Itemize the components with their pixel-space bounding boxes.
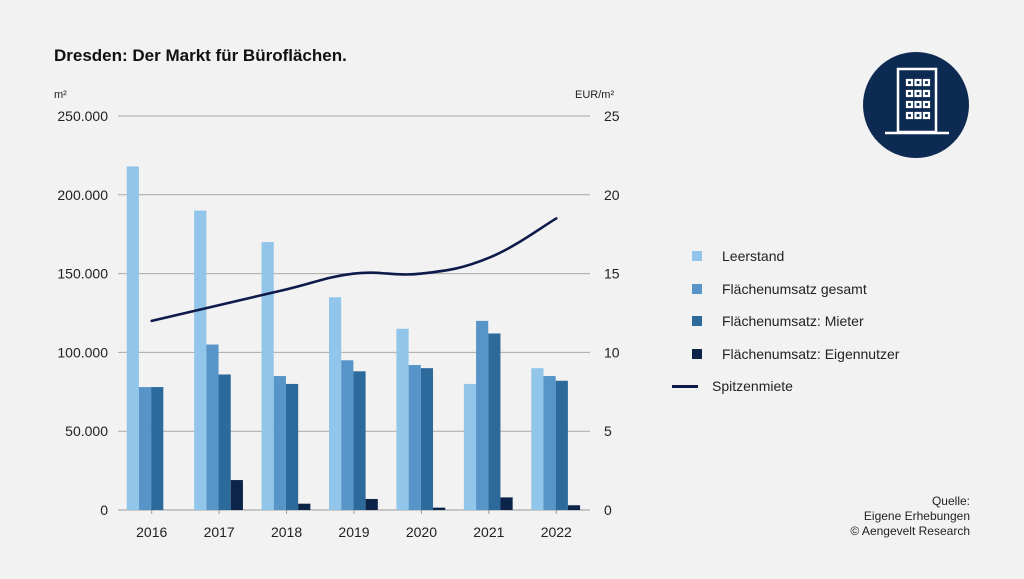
- legend-item-spitzenmiete[interactable]: Spitzenmiete: [672, 370, 899, 403]
- chart-title: Dresden: Der Markt für Büroflächen.: [54, 46, 347, 65]
- bar-leerstand-2022: [531, 368, 544, 510]
- bar-flächenumsatz-gesamt-2016: [138, 387, 152, 510]
- legend-item-flaechenumsatz-eigennutzer[interactable]: Flächenumsatz: Eigennutzer: [672, 338, 899, 371]
- legend-swatch: [692, 316, 702, 327]
- building-window: [922, 100, 931, 109]
- right-axis-ticks: 0 5 10 15 20 25: [604, 108, 620, 518]
- building-window: [914, 111, 922, 120]
- legend-item-leerstand[interactable]: Leerstand: [672, 240, 899, 273]
- legend-swatch: [692, 348, 702, 359]
- y2-tick-label: 5: [604, 423, 612, 439]
- building-window: [914, 89, 922, 98]
- bar-leerstand-2019: [329, 297, 342, 510]
- building-window: [922, 89, 931, 98]
- source-label: Quelle:: [931, 494, 970, 508]
- bar-flächenumsatz-mieter-2016: [151, 387, 164, 510]
- y2-tick-label: 10: [604, 344, 620, 360]
- legend-label: Flächenumsatz: Eigennutzer: [722, 345, 900, 362]
- logo-badge: [863, 52, 969, 158]
- bar-flächenumsatz-mieter-2019: [353, 371, 366, 510]
- building-window: [905, 100, 914, 109]
- source-copyright: © Aengevelt Research: [850, 524, 970, 538]
- y-tick-label: 200.000: [57, 187, 108, 203]
- bar-flächenumsatz-eigennutzer-2019: [365, 498, 378, 510]
- bar-flächenumsatz-eigennutzer-2018: [298, 503, 311, 510]
- building-window: [922, 111, 931, 120]
- legend-swatch: [692, 251, 702, 262]
- legend-label: Flächenumsatz: Mieter: [722, 313, 864, 330]
- bar-leerstand-2020: [396, 328, 409, 510]
- y2-tick-label: 20: [604, 187, 620, 203]
- bar-leerstand-2021: [463, 383, 477, 510]
- line-spitzenmiete: [150, 217, 558, 323]
- x-tick-label: 2018: [271, 524, 302, 540]
- x-tick-label: 2020: [406, 524, 437, 540]
- office-building-icon: [885, 67, 949, 135]
- legend-line-swatch: [672, 384, 698, 388]
- bar-flächenumsatz-mieter-2022: [555, 380, 568, 510]
- x-tick-label: 2016: [136, 524, 167, 540]
- bar-flächenumsatz-mieter-2017: [218, 374, 231, 510]
- y2-tick-label: 25: [604, 108, 620, 124]
- line-series: [150, 217, 558, 323]
- y-tick-label: 250.000: [57, 108, 108, 124]
- legend-item-flaechenumsatz-gesamt[interactable]: Flächenumsatz gesamt: [672, 273, 899, 306]
- y-tick-label: 100.000: [57, 344, 108, 360]
- legend-label: Flächenumsatz gesamt: [722, 280, 867, 297]
- bar-leerstand-2017: [194, 210, 207, 510]
- bar-flächenumsatz-gesamt-2022: [543, 376, 556, 510]
- bar-flächenumsatz-eigennutzer-2021: [500, 497, 513, 510]
- x-tick-label: 2019: [338, 524, 369, 540]
- bar-flächenumsatz-mieter-2021: [488, 333, 501, 510]
- building-window: [914, 78, 922, 87]
- legend-label: Spitzenmiete: [712, 378, 793, 395]
- building-window: [905, 78, 914, 87]
- bar-flächenumsatz-mieter-2020: [420, 368, 434, 510]
- bar-flächenumsatz-gesamt-2019: [341, 360, 354, 510]
- y2-tick-label: 0: [604, 502, 612, 518]
- y-tick-label: 150.000: [57, 266, 108, 282]
- bar-flächenumsatz-gesamt-2017: [206, 344, 219, 510]
- bars: [126, 166, 581, 510]
- building-window: [922, 78, 931, 87]
- legend-label: Leerstand: [722, 248, 785, 265]
- x-axis: 2016 2017 2018 2019 2020 2021 2022: [136, 510, 572, 540]
- bar-flächenumsatz-eigennutzer-2020: [433, 507, 446, 510]
- building-window: [905, 111, 914, 120]
- bar-leerstand-2016: [126, 166, 139, 510]
- bar-flächenumsatz-gesamt-2018: [273, 376, 286, 510]
- x-tick-label: 2021: [473, 524, 504, 540]
- bar-flächenumsatz-eigennutzer-2022: [567, 505, 581, 510]
- legend-item-flaechenumsatz-mieter[interactable]: Flächenumsatz: Mieter: [672, 305, 899, 338]
- bar-flächenumsatz-mieter-2018: [285, 383, 299, 510]
- left-axis-unit: m²: [54, 89, 67, 101]
- bar-leerstand-2018: [261, 242, 274, 510]
- legend: Leerstand Flächenumsatz gesamt Flächenum…: [672, 240, 899, 403]
- left-axis-ticks: 0 50.000 100.000 150.000 200.000 250.000: [57, 108, 108, 518]
- legend-swatch: [692, 283, 702, 294]
- source-origin: Eigene Erhebungen: [863, 509, 970, 523]
- bar-flächenumsatz-eigennutzer-2017: [230, 480, 243, 510]
- bar-flächenumsatz-gesamt-2021: [476, 320, 489, 510]
- source-note: Quelle: Eigene Erhebungen © Aengevelt Re…: [850, 494, 970, 539]
- y2-tick-label: 15: [604, 266, 620, 282]
- bar-flächenumsatz-gesamt-2020: [408, 365, 421, 510]
- y-tick-label: 50.000: [65, 423, 108, 439]
- x-tick-label: 2017: [204, 524, 235, 540]
- x-tick-label: 2022: [541, 524, 572, 540]
- y-tick-label: 0: [100, 502, 108, 518]
- right-axis-unit: EUR/m²: [575, 89, 615, 101]
- building-window: [914, 100, 922, 109]
- building-window: [905, 89, 914, 98]
